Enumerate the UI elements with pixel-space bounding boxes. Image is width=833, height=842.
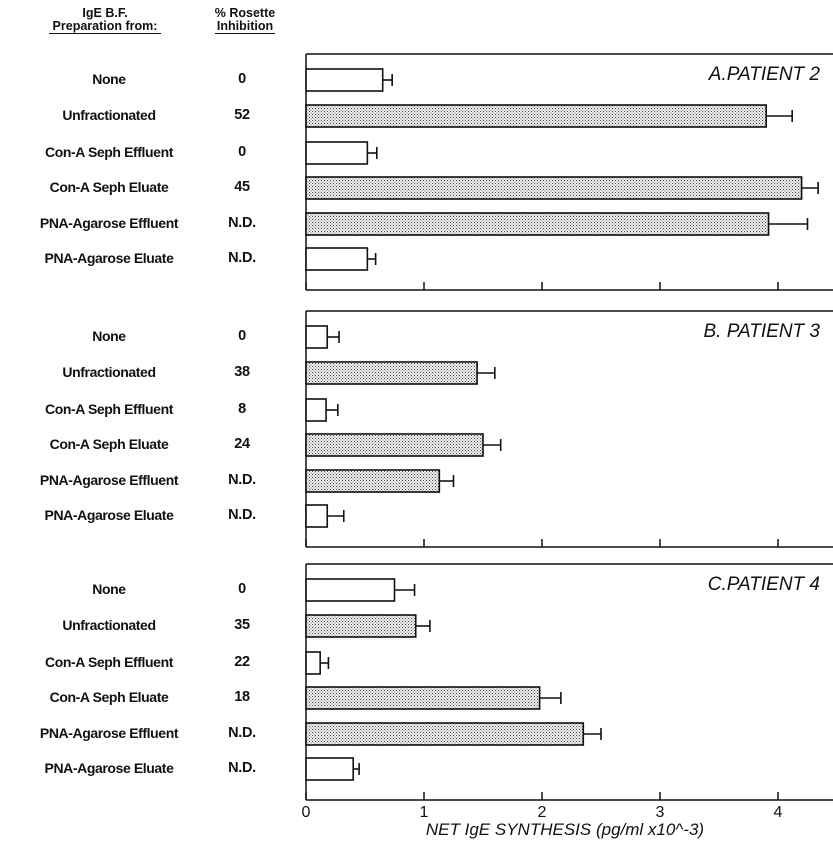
rosette-inhibition-value: 38 [234,364,250,380]
rosette-inhibition-value: N.D. [228,472,256,488]
x-axis-title: NET IgE SYNTHESIS (pg/ml x10^-3) [426,820,704,839]
bar [305,722,585,746]
panel-title: C.PATIENT 4 [708,574,820,595]
rosette-inhibition-value: 0 [238,581,246,597]
rosette-inhibition-value: 0 [238,144,246,160]
bar [305,433,484,457]
column-header-preparation: IgE B.F. Preparation from: [30,7,180,34]
row-label: Con-A Seph Eluate [49,436,169,452]
row-label: PNA-Agarose Eluate [44,250,174,266]
rosette-inhibition-value: 8 [238,401,246,417]
rosette-inhibition-value: 0 [238,71,246,87]
bar [305,325,329,349]
row-label: PNA-Agarose Eluate [44,760,174,776]
row-label: Unfractionated [62,617,156,633]
rosette-inhibition-value: 18 [234,689,250,705]
bar [305,578,396,602]
row-label: Unfractionated [62,107,156,123]
row-label: PNA-Agarose Eluate [44,507,174,523]
bar [305,176,803,200]
row-label: None [92,71,126,87]
rosette-inhibition-value: 0 [238,328,246,344]
x-tick-label: 3 [656,804,665,821]
row-label: None [92,328,126,344]
panel-title: A.PATIENT 2 [708,64,821,85]
bar [305,651,321,675]
bar [305,614,417,638]
rosette-inhibition-value: N.D. [228,250,256,266]
x-tick-label: 1 [420,804,429,821]
column-header-preparation-line1: IgE B.F. [82,6,128,20]
row-label: Con-A Seph Effluent [45,144,173,160]
x-tick-label: 2 [538,804,547,821]
column-header-rosette-line2: Inhibition [214,19,276,34]
rosette-inhibition-value: N.D. [228,725,256,741]
rosette-inhibition-value: 22 [234,654,250,670]
row-label: PNA-Agarose Effluent [39,472,179,488]
row-label: PNA-Agarose Effluent [39,215,179,231]
bar [305,212,770,236]
row-label: None [92,581,126,597]
rosette-inhibition-value: N.D. [228,760,256,776]
rosette-inhibition-value: N.D. [228,215,256,231]
bar [305,469,441,493]
row-label: Con-A Seph Effluent [45,654,173,670]
bar [305,398,327,422]
bar [305,141,369,165]
column-header-rosette-line1: % Rosette [214,6,276,20]
rosette-inhibition-value: 24 [234,436,250,452]
bar [305,504,329,528]
bar [305,361,478,385]
bar [305,686,541,710]
row-label: PNA-Agarose Effluent [39,725,179,741]
column-header-preparation-line2: Preparation from: [48,20,162,34]
column-header-rosette: % Rosette Inhibition [200,7,290,34]
panel-title: B. PATIENT 3 [704,321,821,342]
row-label: Unfractionated [62,364,156,380]
bar [305,247,369,271]
x-tick-label: 4 [774,804,783,821]
row-label: Con-A Seph Eluate [49,179,169,195]
rosette-inhibition-value: 45 [234,179,250,195]
rosette-inhibition-value: 52 [234,107,250,123]
x-tick-label: 0 [302,804,311,821]
row-label: Con-A Seph Eluate [49,689,169,705]
rosette-inhibition-value: N.D. [228,507,256,523]
bar [305,104,768,128]
bar [305,757,355,781]
bar [305,68,384,92]
row-label: Con-A Seph Effluent [45,401,173,417]
rosette-inhibition-value: 35 [234,617,250,633]
